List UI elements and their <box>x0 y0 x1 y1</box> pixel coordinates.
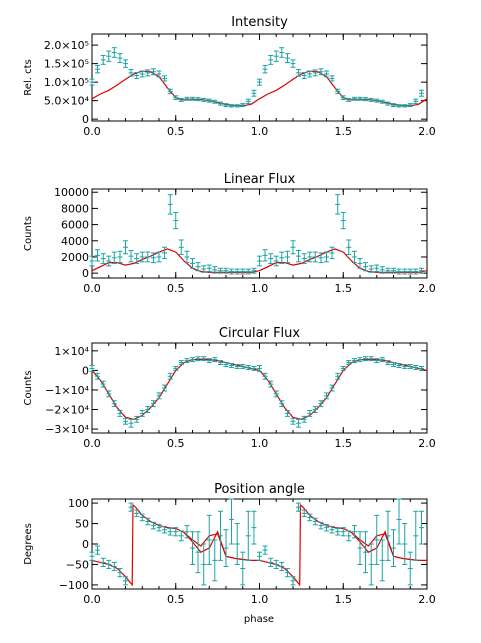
y-tick-label: −2×10⁴ <box>45 404 89 417</box>
y-tick-label: 1.0×10⁵ <box>44 76 89 89</box>
y-tick-label: 1×10⁴ <box>54 345 89 358</box>
chart-title: Circular Flux <box>219 326 301 341</box>
x-tick-label: 0.0 <box>83 282 101 295</box>
y-tick-label: −3×10⁴ <box>45 423 89 436</box>
y-tick-label: 0 <box>82 538 89 551</box>
x-tick-label: 2.0 <box>418 437 436 450</box>
model-curve <box>259 70 428 107</box>
chart-title: Linear Flux <box>224 172 296 187</box>
x-tick-label: 1.0 <box>251 125 269 138</box>
panel-intensity: Intensity Rel. cts 0.0 0.5 1.0 1.5 2.0 0 5.0×10⁴… <box>23 15 436 138</box>
y-axis-title: Degrees <box>23 523 34 565</box>
y-tick-label: 10000 <box>54 186 89 199</box>
x-tick-label: 1.5 <box>335 593 353 606</box>
plot-frame <box>91 342 428 434</box>
x-tick-label: 0.0 <box>83 125 101 138</box>
y-tick-label: 2000 <box>61 251 89 264</box>
x-tick-label: 0.0 <box>83 437 101 450</box>
y-axis-title: Rel. cts <box>23 59 34 95</box>
plot-frame <box>91 33 428 122</box>
y-tick-label: 0 <box>82 113 89 126</box>
model-curve <box>91 248 260 273</box>
y-tick-label: 50 <box>75 518 89 531</box>
x-tick-label: 0.0 <box>83 593 101 606</box>
x-tick-label: 1.0 <box>251 593 269 606</box>
panel-circular-flux: Circular Flux Counts 0.0 0.5 1.0 1.5 2.0 −3×10⁴… <box>23 326 436 450</box>
x-tick-label: 2.0 <box>418 125 436 138</box>
x-tick-label: 1.5 <box>335 282 353 295</box>
x-tick-label: 2.0 <box>418 282 436 295</box>
panel-position-angle: Position angle Degrees 0.0 0.5 1.0 1.5 2.0 −100… <box>23 482 436 606</box>
x-tick-label: 0.5 <box>167 437 185 450</box>
x-tick-label: 2.0 <box>418 593 436 606</box>
chart-title: Intensity <box>231 15 288 30</box>
x-tick-label: 1.5 <box>335 437 353 450</box>
x-tick-label: 0.5 <box>167 593 185 606</box>
x-tick-label: 1.0 <box>251 282 269 295</box>
model-curve <box>259 503 427 587</box>
model-curve <box>259 248 428 273</box>
x-tick-label: 1.5 <box>335 125 353 138</box>
y-tick-label: 2.0×10⁵ <box>44 39 89 52</box>
y-tick-label: 100 <box>68 497 89 510</box>
model-curve <box>91 503 260 587</box>
y-tick-label: −1×10⁴ <box>45 384 89 397</box>
y-axis-title: Counts <box>23 216 34 251</box>
y-tick-label: 6000 <box>61 219 89 232</box>
y-tick-label: −50 <box>66 558 89 571</box>
x-tick-label: 0.5 <box>167 282 185 295</box>
model-curve <box>91 70 260 107</box>
y-axis-title: Counts <box>23 371 34 406</box>
x-axis-title: phase <box>244 614 274 625</box>
y-tick-label: 0 <box>82 364 89 377</box>
x-tick-label: 0.5 <box>167 125 185 138</box>
y-tick-label: −100 <box>59 579 89 592</box>
y-tick-label: 8000 <box>61 202 89 215</box>
chart-title: Position angle <box>214 482 305 497</box>
y-tick-label: 4000 <box>61 235 89 248</box>
y-tick-label: 1.5×10⁵ <box>44 58 89 71</box>
x-tick-label: 1.0 <box>251 437 269 450</box>
y-tick-label: 5.0×10⁴ <box>44 95 90 108</box>
y-tick-label: 0 <box>82 267 89 280</box>
panel-linear-flux: Linear Flux Counts 0.0 0.5 1.0 1.5 2.0 0 2000 400… <box>23 172 436 295</box>
